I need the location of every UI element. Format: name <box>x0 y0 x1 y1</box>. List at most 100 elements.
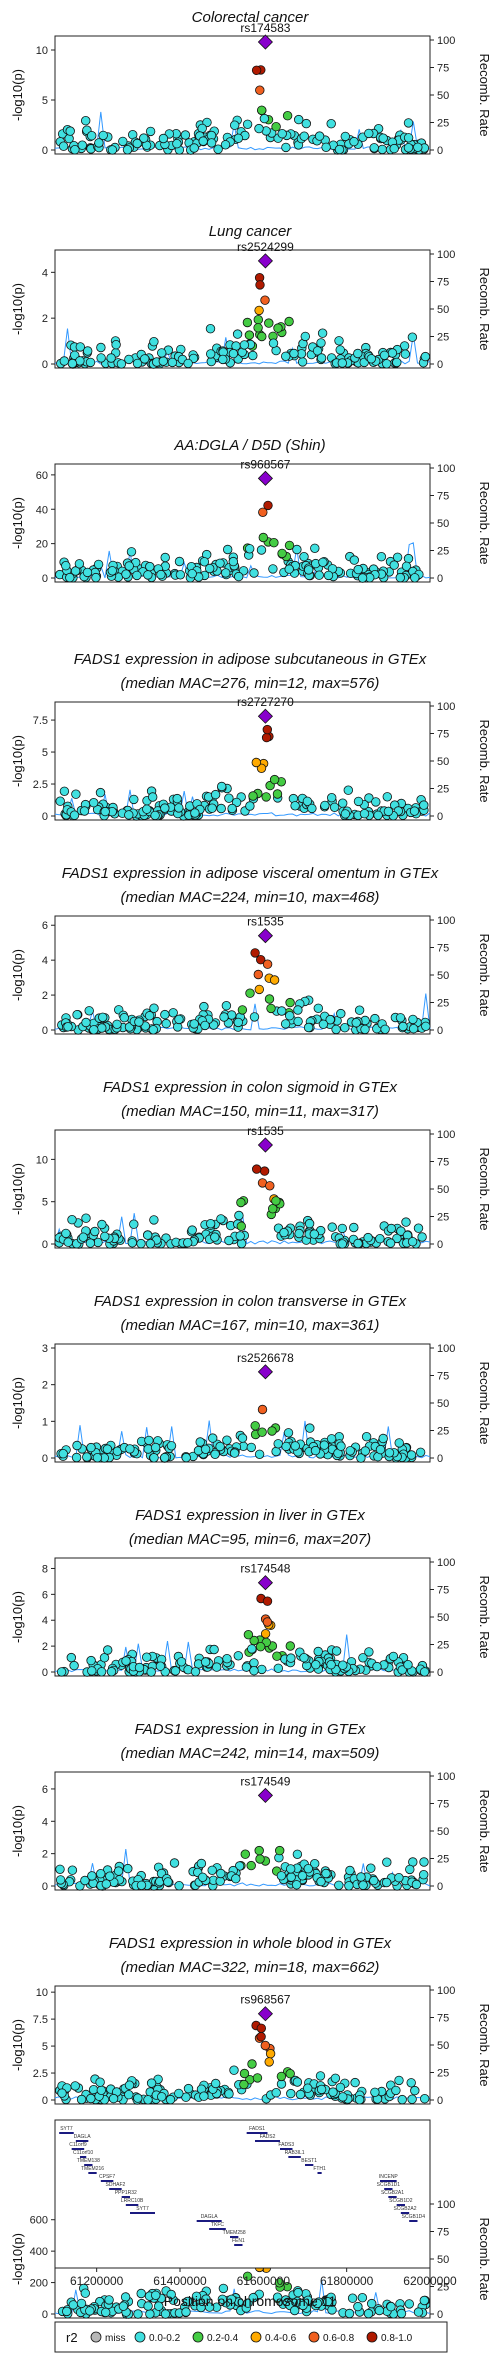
y-tick-label: 7.5 <box>33 2014 48 2026</box>
gene-label: PPP1R32 <box>115 2190 137 2196</box>
snp-point <box>242 119 253 130</box>
snp-point <box>367 2298 377 2309</box>
y2-axis-label: Recomb. Rate <box>477 481 492 564</box>
lead-snp-diamond <box>257 253 273 269</box>
y2-tick-label: 50 <box>437 756 449 768</box>
snp-point <box>319 1440 330 1450</box>
y2-tick-label: 75 <box>437 729 449 741</box>
snp-point <box>369 143 379 153</box>
snp-point <box>272 1651 282 1661</box>
snp-point <box>356 1453 366 1463</box>
y2-tick-label: 50 <box>437 1184 449 1196</box>
snp-point <box>123 1863 133 1874</box>
snp-point <box>236 1238 247 1249</box>
snp-point <box>386 1223 397 1234</box>
snp-point <box>375 1233 385 1244</box>
y-tick-label: 0 <box>42 2309 48 2321</box>
snp-point <box>249 1665 259 1676</box>
y2-tick-label: 100 <box>437 1985 455 1997</box>
snp-point <box>373 810 383 821</box>
x-tick-label: 61400000 <box>153 2274 207 2288</box>
y2-axis-label: Recomb. Rate <box>477 2217 492 2300</box>
snp-point <box>316 2084 327 2095</box>
snp-point <box>204 2302 215 2312</box>
snp-point <box>266 1003 276 1014</box>
snp-point <box>182 2296 193 2307</box>
snp-point <box>364 128 374 139</box>
snp-point <box>146 2078 157 2088</box>
snp-point <box>218 2283 229 2294</box>
snp-point <box>207 1433 218 1443</box>
legend-swatch <box>90 2331 102 2343</box>
y-tick-label: 2 <box>42 1641 48 1653</box>
snp-point <box>300 331 311 342</box>
lead-snp-label: rs1535 <box>247 915 284 929</box>
snp-point <box>144 1435 154 1446</box>
snp-point <box>206 356 217 367</box>
y-tick-label: 0 <box>42 811 48 823</box>
snp-point <box>302 796 313 807</box>
y-tick-label: 4 <box>42 267 48 279</box>
gene-label: FADS1 <box>249 2126 265 2132</box>
lead-snp-label: rs968567 <box>240 457 290 471</box>
snp-point <box>338 1660 348 1670</box>
y2-axis-label: Recomb. Rate <box>477 267 492 350</box>
snp-point <box>253 323 263 333</box>
snp-point <box>354 2094 365 2105</box>
lead-snp-diamond <box>257 928 273 944</box>
snp-point <box>77 140 88 150</box>
y-tick-label: 1 <box>42 1416 48 1428</box>
snp-point <box>118 136 128 147</box>
snp-point <box>96 342 106 353</box>
snp-point <box>222 544 233 555</box>
snp-point <box>55 1864 65 1875</box>
snp-point <box>136 1238 146 1249</box>
snp-point <box>395 1013 406 1023</box>
snp-point <box>389 560 399 570</box>
snp-point <box>68 2300 79 2310</box>
snp-point <box>382 359 392 369</box>
snp-point <box>96 2085 107 2096</box>
y2-tick-label: 50 <box>437 304 449 316</box>
snp-point <box>149 1003 159 1013</box>
y-tick-label: 8 <box>42 1563 48 1575</box>
y-axis-label: -log10(p) <box>10 1163 25 1215</box>
snp-point <box>394 1438 404 1448</box>
snp-point <box>113 1866 124 1876</box>
snp-point <box>283 1428 294 1438</box>
snp-point <box>199 2091 209 2101</box>
snp-point <box>195 1437 205 1447</box>
panel-title: (median MAC=224, min=10, max=468) <box>121 889 380 906</box>
snp-point <box>205 1218 216 1229</box>
y2-tick-label: 50 <box>437 1612 449 1624</box>
y2-tick-label: 0 <box>437 1239 443 1251</box>
snp-point <box>410 573 420 583</box>
snp-point <box>254 984 264 995</box>
gene-label: RAB3IL1 <box>285 2150 305 2156</box>
snp-point <box>263 500 273 511</box>
snp-point <box>268 338 279 348</box>
snp-point <box>229 2065 239 2075</box>
legend-swatch <box>192 2331 204 2343</box>
panel-2: Lung cancer 0 2 4 -log10(p) 0 25 50 75 100 Recomb.… <box>10 223 492 371</box>
snp-point <box>213 144 223 154</box>
snp-point <box>297 357 308 367</box>
snp-point <box>254 305 264 316</box>
panel-title: (median MAC=322, min=18, max=662) <box>121 1959 380 1976</box>
r2-legend: r2 miss 0.0-0.2 0.2-0.4 0.4-0.6 0.6-0.8 0.8-1.… <box>54 2321 448 2353</box>
snp-point <box>76 2094 87 2105</box>
y2-tick-label: 25 <box>437 2068 449 2080</box>
snp-point <box>403 133 414 143</box>
y-tick-label: 2.5 <box>33 2068 48 2080</box>
snp-point <box>405 1864 415 1875</box>
snp-point <box>70 144 80 155</box>
snp-point <box>142 804 152 814</box>
lead-snp-label: rs174549 <box>240 1774 290 1788</box>
snp-point <box>327 1222 337 1232</box>
legend-swatch <box>134 2331 146 2343</box>
gene-label: DAGLA <box>74 2134 92 2140</box>
snp-point <box>291 1880 302 1890</box>
snp-point <box>90 1226 100 1237</box>
snp-point <box>96 353 106 363</box>
snp-point <box>80 2288 91 2298</box>
